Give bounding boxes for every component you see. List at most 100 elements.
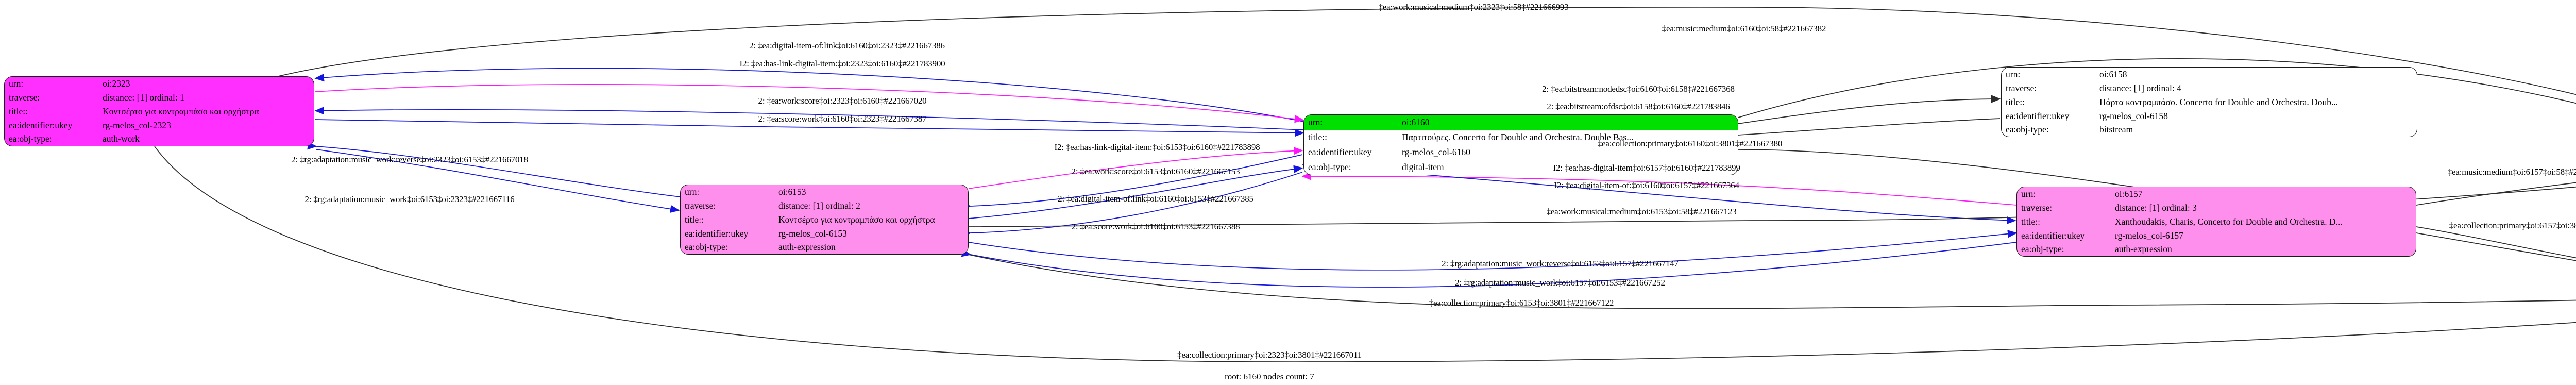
node-row-title: title:: Πάρτα κοντραμπάσο. Concerto for …: [2002, 95, 2417, 109]
node-row-objtype: ea:obj-type: auth-expression: [2017, 242, 2416, 256]
edge-label: ‡ea:music:medium‡oi:6157‡oi:58‡#22166726…: [2447, 167, 2576, 177]
edge-label: 2: ‡rg:adaptation:music_work‡oi:6153‡oi:…: [304, 194, 515, 204]
node-oi6160[interactable]: urn: oi:6160 title:: Παρτιτούρες. Concer…: [1303, 114, 1738, 175]
edge-label: 2: ‡rg:adaptation:music_work:reverse‡oi:…: [291, 155, 528, 164]
node-row-urn: urn: oi:6160: [1304, 115, 1738, 130]
edge-label: ‡ea:work:musical:medium‡oi:2323‡oi:58‡#2…: [1378, 2, 1569, 12]
edge-label: I2: ‡ea:has-digital-item‡oi:6157‡oi:6160…: [1553, 163, 1740, 173]
field-label-traverse: traverse:: [2006, 83, 2037, 93]
node-row-traverse: traverse: distance: [1] ordinal: 2: [681, 199, 968, 213]
field-value-title: Κοντσέρτο για κοντραμπάσο και ορχήστρα: [103, 106, 259, 116]
node-row-ukey: ea:identifier:ukey rg-melos_col-6160: [1304, 145, 1738, 160]
field-value-objtype: auth-expression: [2115, 244, 2172, 255]
field-label-objtype: ea:obj-type:: [9, 133, 52, 144]
edge-label: I2: ‡ea:has-link-digital-item:‡oi:6153‡o…: [1054, 142, 1260, 152]
field-label-title: title::: [1308, 132, 1327, 143]
node-row-urn: urn: oi:6158: [2002, 68, 2417, 81]
field-label-title: title::: [2021, 216, 2040, 227]
node-row-ukey: ea:identifier:ukey rg-melos_col-6157: [2017, 228, 2416, 242]
node-row-urn: urn: oi:6153: [681, 185, 968, 199]
node-row-traverse: traverse: distance: [1] ordinal: 4: [2002, 81, 2417, 95]
edge-label: 2: ‡rg:adaptation:music_work‡oi:6157‡oi:…: [1455, 278, 1665, 288]
field-label-objtype: ea:obj-type:: [685, 242, 728, 253]
edge-label: 2: ‡ea:score:work‡oi:6160‡oi:2323‡#22166…: [758, 114, 927, 124]
node-row-title: title:: Παρτιτούρες. Concerto for Double…: [1304, 130, 1738, 145]
node-row-objtype: ea:obj-type: bitstream: [2002, 123, 2417, 137]
field-label-urn: urn:: [1304, 115, 1398, 130]
field-value-traverse: distance: [1] ordinal: 1: [103, 92, 184, 103]
node-oi2323[interactable]: urn: oi:2323 traverse: distance: [1] ord…: [4, 76, 314, 146]
field-label-ukey: ea:identifier:ukey: [9, 120, 73, 130]
edge-label: 2: ‡ea:score:work‡oi:6160‡oi:6153‡#22166…: [1071, 222, 1240, 231]
field-label-title: title::: [685, 214, 704, 225]
field-value-title: Κοντσέρτο για κοντραμπάσο και ορχήστρα: [778, 214, 935, 225]
node-row-ukey: ea:identifier:ukey rg-melos_col-2323: [5, 118, 314, 132]
field-label-title: title::: [9, 106, 28, 116]
node-oi6157[interactable]: urn: oi:6157 traverse: distance: [1] ord…: [2016, 187, 2416, 257]
node-row-title: title:: Xanthoudakis, Charis, Concerto f…: [2017, 215, 2416, 229]
node-row-ukey: ea:identifier:ukey rg-melos_col-6153: [681, 226, 968, 240]
field-value-objtype: bitstream: [2099, 124, 2133, 135]
node-row-urn: urn: oi:2323: [5, 77, 314, 91]
field-value-ukey: rg-melos_col-6157: [2115, 230, 2183, 241]
field-value-ukey: rg-melos_col-2323: [103, 120, 171, 130]
edge-label: 2: ‡ea:digital-item-of:link‡oi:6160‡oi:2…: [749, 41, 945, 51]
edge-label: 2: ‡ea:bitstream:nodedsc‡oi:6160‡oi:6158…: [1542, 84, 1735, 94]
field-value-urn: oi:2323: [103, 78, 130, 89]
field-value-ukey: rg-melos_col-6158: [2099, 110, 2168, 121]
edge-label: 2: ‡ea:bitstream:ofdsc‡oi:6158‡oi:6160‡#…: [1547, 102, 1730, 111]
field-value-urn: oi:6153: [778, 187, 806, 197]
field-value-ukey: rg-melos_col-6160: [1402, 147, 1470, 158]
field-label-ukey: ea:identifier:ukey: [2006, 110, 2070, 121]
field-label-ukey: ea:identifier:ukey: [2021, 230, 2085, 241]
field-label-urn: urn:: [9, 78, 24, 89]
field-value-title: Παρτιτούρες. Concerto for Double and Orc…: [1402, 132, 1634, 143]
edge-label: 2: ‡ea:work:score‡oi:6153‡oi:6160‡#22166…: [1071, 166, 1240, 176]
edge-label: ‡ea:work:musical:medium‡oi:6153‡oi:58‡#2…: [1546, 207, 1737, 216]
node-row-ukey: ea:identifier:ukey rg-melos_col-6158: [2002, 109, 2417, 123]
field-value-title: Xanthoudakis, Charis, Concerto for Doubl…: [2115, 216, 2343, 227]
edge-label: 2: ‡rg:adaptation:music_work:reverse‡oi:…: [1442, 259, 1679, 269]
field-label-ukey: ea:identifier:ukey: [1308, 147, 1372, 158]
field-label-objtype: ea:obj-type:: [1308, 162, 1351, 173]
field-value-traverse: distance: [1] ordinal: 2: [778, 200, 860, 211]
field-label-urn: urn:: [2006, 69, 2021, 80]
node-row-traverse: traverse: distance: [1] ordinal: 1: [5, 91, 314, 105]
node-oi6153[interactable]: urn: oi:6153 traverse: distance: [1] ord…: [680, 185, 969, 255]
field-value-traverse: distance: [1] ordinal: 3: [2115, 203, 2197, 213]
field-value-traverse: distance: [1] ordinal: 4: [2099, 83, 2181, 93]
field-label-urn: urn:: [685, 187, 700, 197]
edge-label: 2: ‡ea:digital-item-of:link‡oi:6160‡oi:6…: [1058, 194, 1253, 204]
edge-label: ‡ea:collection:primary‡oi:2323‡oi:3801‡#…: [1177, 350, 1362, 360]
field-label-traverse: traverse:: [9, 92, 40, 103]
field-label-urn: urn:: [2021, 189, 2036, 199]
node-oi6158[interactable]: urn: oi:6158 traverse: distance: [1] ord…: [2001, 67, 2417, 137]
field-label-traverse: traverse:: [685, 200, 716, 211]
field-value-title: Πάρτα κοντραμπάσο. Concerto for Double a…: [2099, 96, 2338, 107]
field-value-urn: oi:6157: [2115, 189, 2143, 199]
edge-label: ‡ea:music:medium‡oi:6160‡oi:58‡#22166738…: [1662, 24, 1826, 34]
field-label-traverse: traverse:: [2021, 203, 2053, 213]
node-row-objtype: ea:obj-type: auth-expression: [681, 240, 968, 254]
field-value-objtype: digital-item: [1402, 162, 1444, 173]
field-value-urn: oi:6160: [1398, 115, 1738, 130]
node-row-title: title:: Κοντσέρτο για κοντραμπάσο και ορ…: [5, 105, 314, 119]
field-label-objtype: ea:obj-type:: [2006, 124, 2049, 135]
edge-label: ‡ea:collection:primary‡oi:6160‡oi:3801‡#…: [1597, 139, 1783, 148]
node-row-traverse: traverse: distance: [1] ordinal: 3: [2017, 201, 2416, 215]
field-value-objtype: auth-expression: [778, 242, 836, 253]
field-label-ukey: ea:identifier:ukey: [685, 228, 749, 239]
edge-label: I2: ‡ea:has-link-digital-item:‡oi:2323‡o…: [739, 59, 945, 69]
node-row-urn: urn: oi:6157: [2017, 187, 2416, 201]
field-value-urn: oi:6158: [2099, 69, 2127, 80]
field-value-ukey: rg-melos_col-6153: [778, 228, 847, 239]
field-value-objtype: auth-work: [103, 133, 140, 144]
node-row-objtype: ea:obj-type: auth-work: [5, 132, 314, 146]
edge-label: I2: ‡ea:digital-item-of:‡oi:6160‡oi:6157…: [1554, 180, 1739, 190]
graph-caption: root: 6160 nodes count: 7: [1225, 372, 1314, 381]
edge-label: 2: ‡ea:work:score‡oi:2323‡oi:6160‡#22166…: [758, 96, 927, 106]
node-row-objtype: ea:obj-type: digital-item: [1304, 160, 1738, 175]
node-row-title: title:: Κοντσέρτο για κοντραμπάσο και ορ…: [681, 213, 968, 227]
field-label-title: title::: [2006, 96, 2025, 107]
